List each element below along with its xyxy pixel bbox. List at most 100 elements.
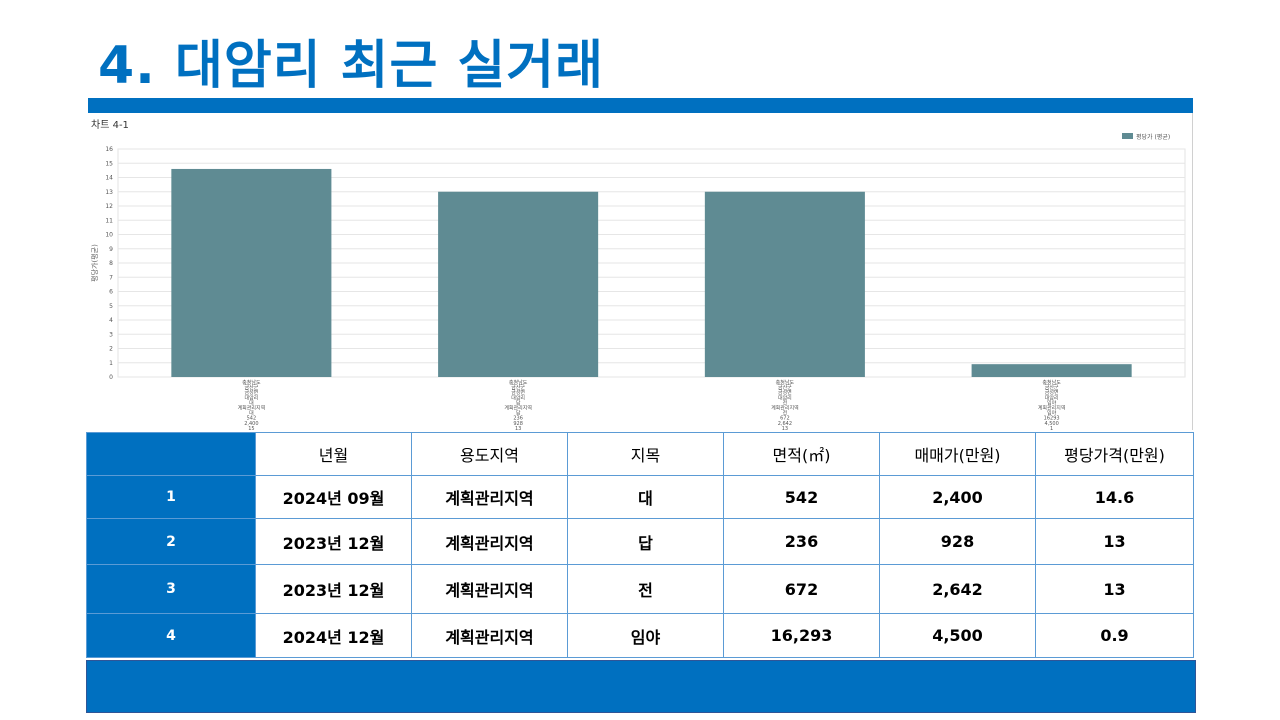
x-tick-label: 대 — [249, 410, 254, 417]
bar — [438, 191, 599, 377]
row-index: 4 — [86, 613, 256, 658]
table-cell: 13 — [1035, 518, 1194, 565]
x-tick-label: 임야 — [1047, 399, 1057, 406]
table-cell: 14.6 — [1035, 475, 1194, 519]
row-index: 1 — [86, 475, 256, 519]
table-cell: 대 — [567, 475, 724, 519]
table-cell: 계획관리지역 — [411, 564, 568, 614]
table-cell: 2,642 — [879, 564, 1036, 614]
x-tick-label: 대암리 — [778, 394, 792, 401]
table-cell: 2023년 12월 — [255, 564, 412, 614]
y-tick-label: 8 — [109, 260, 113, 267]
table-cell: 임야 — [567, 613, 724, 658]
row-index: 2 — [86, 518, 256, 565]
y-tick-label: 13 — [105, 189, 113, 196]
x-tick-label: 16293 — [1044, 416, 1060, 422]
x-tick-label: 금성면 — [244, 389, 258, 396]
x-tick-label: 4,500 — [1044, 421, 1058, 427]
x-tick-label: 충청남도 — [509, 379, 528, 386]
chart-title: 차트 4-1 — [91, 120, 129, 131]
y-tick-label: 1 — [109, 360, 113, 367]
table-cell: 672 — [723, 564, 880, 614]
table-cell: 답 — [567, 518, 724, 565]
bar — [704, 191, 865, 377]
x-tick-label: 답 — [516, 410, 521, 417]
x-tick-label: 542 — [247, 416, 257, 422]
x-tick-label: 13 — [515, 426, 521, 430]
title-underline-band — [88, 98, 1193, 113]
table-row: 1 2024년 09월 계획관리지역 대 542 2,400 14.6 — [86, 475, 1194, 519]
chart-panel: 차트 4-1 0 1 2 3 4 5 6 7 8 9 10 11 12 13 14 15 16 평당가(평균) 충청… — [88, 113, 1193, 430]
x-tick-label: 대 — [249, 399, 254, 406]
x-tick-label: 임야 — [1047, 410, 1057, 417]
bar — [171, 168, 332, 377]
x-tick-label: 충청남도 — [1042, 379, 1061, 386]
y-tick-label: 16 — [105, 146, 113, 153]
table-cell: 계획관리지역 — [411, 613, 568, 658]
x-tick-label: 236 — [513, 416, 523, 422]
x-tick-label: 충청남도 — [776, 379, 795, 386]
x-tick-label: 928 — [513, 421, 523, 427]
y-tick-label: 14 — [105, 175, 113, 182]
x-tick-label: 금산군 — [244, 384, 258, 391]
header-cell: 년월 — [255, 432, 412, 476]
x-tick-label: 충청남도 — [242, 379, 261, 386]
x-tick-label: 계획관리지역 — [238, 405, 266, 412]
table-cell: 계획관리지역 — [411, 518, 568, 565]
x-tick-label: 대암리 — [511, 394, 525, 401]
x-tick-label: 13 — [782, 426, 788, 430]
transaction-table: 년월 용도지역 지목 면적(㎡) 매매가(만원) 평당가격(만원) 1 2024… — [86, 432, 1194, 658]
x-tick-label: 금성면 — [511, 389, 525, 396]
table-cell: 542 — [723, 475, 880, 519]
table-cell: 236 — [723, 518, 880, 565]
x-tick-label: 대암리 — [244, 394, 258, 401]
y-tick-label: 3 — [109, 331, 113, 338]
table-row: 4 2024년 12월 계획관리지역 임야 16,293 4,500 0.9 — [86, 613, 1194, 658]
y-tick-label: 2 — [109, 346, 113, 353]
x-tick-label: 금산군 — [778, 384, 792, 391]
page-title: 4. 대암리 최근 실거래 — [98, 36, 604, 96]
table-row: 2 2023년 12월 계획관리지역 답 236 928 13 — [86, 518, 1194, 565]
x-tick-label: 15 — [248, 426, 254, 430]
y-tick-label: 12 — [105, 203, 113, 210]
x-tick-label: 전 — [783, 399, 788, 406]
bar-chart: 012345678910111213141516평당가(평균)충청남도금산군금성… — [90, 133, 1186, 430]
x-tick-label: 답 — [516, 399, 521, 406]
table-cell: 전 — [567, 564, 724, 614]
x-tick-label: 금성면 — [1045, 389, 1059, 396]
table-row: 3 2023년 12월 계획관리지역 전 672 2,642 13 — [86, 564, 1194, 614]
y-tick-label: 7 — [109, 274, 113, 281]
header-cell: 평당가격(만원) — [1035, 432, 1194, 476]
y-axis-label: 평당가(평균) — [90, 244, 99, 282]
y-tick-label: 6 — [109, 289, 113, 296]
table-cell: 16,293 — [723, 613, 880, 658]
x-tick-label: 계획관리지역 — [1038, 405, 1066, 412]
table-cell: 계획관리지역 — [411, 475, 568, 519]
x-tick-label: 금산군 — [1045, 384, 1059, 391]
y-tick-label: 0 — [109, 374, 113, 381]
x-tick-label: 672 — [780, 416, 790, 422]
table-corner-cell — [86, 432, 256, 476]
footer-band — [86, 660, 1196, 713]
x-tick-label: 금성면 — [778, 389, 792, 396]
table-cell: 928 — [879, 518, 1036, 565]
y-tick-label: 5 — [109, 303, 113, 310]
x-tick-label: 계획관리지역 — [504, 405, 532, 412]
table-cell: 2024년 12월 — [255, 613, 412, 658]
table-cell: 0.9 — [1035, 613, 1194, 658]
y-tick-label: 11 — [105, 217, 113, 224]
x-tick-label: 전 — [783, 410, 788, 417]
x-tick-label: 대암리 — [1045, 394, 1059, 401]
y-tick-label: 15 — [105, 160, 113, 167]
y-tick-label: 9 — [109, 246, 113, 253]
x-tick-label: 2,400 — [244, 421, 258, 427]
table-cell: 2,400 — [879, 475, 1036, 519]
header-cell: 면적(㎡) — [723, 432, 880, 476]
y-tick-label: 10 — [105, 232, 113, 239]
table-cell: 4,500 — [879, 613, 1036, 658]
x-tick-label: 계획관리지역 — [771, 405, 799, 412]
header-cell: 매매가(만원) — [879, 432, 1036, 476]
legend-swatch — [1122, 133, 1133, 139]
x-tick-label: 2,642 — [778, 421, 792, 427]
header-cell: 지목 — [567, 432, 724, 476]
